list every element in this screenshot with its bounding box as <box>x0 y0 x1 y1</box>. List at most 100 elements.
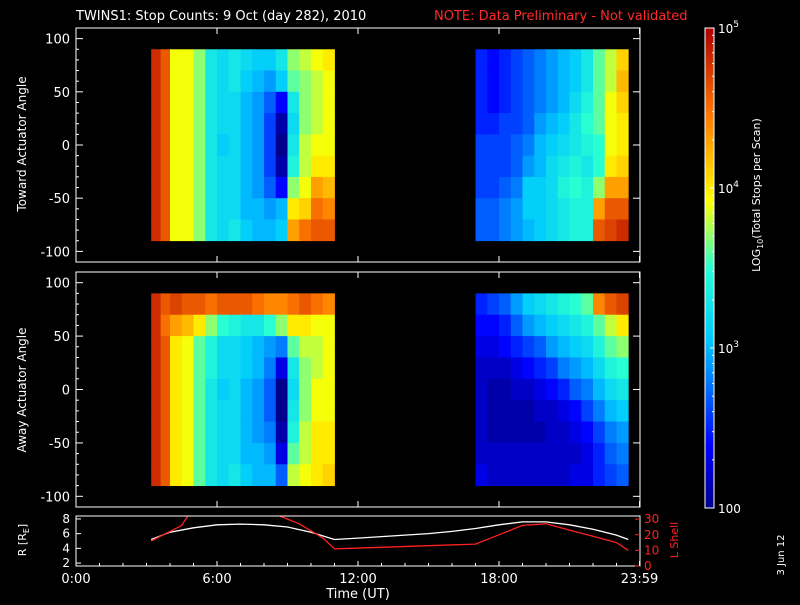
heatmap-cell <box>160 421 171 444</box>
radius-tick-label: 8 <box>62 512 70 526</box>
heatmap-cell <box>581 357 594 380</box>
heatmap-cell <box>322 219 335 242</box>
heatmap-cell <box>151 176 161 199</box>
heatmap-cell <box>593 113 606 135</box>
heatmap-cell <box>499 70 512 93</box>
heatmap-cell <box>217 134 230 157</box>
colorbar-tick-label: 104 <box>718 180 739 196</box>
heatmap-cell <box>534 198 547 220</box>
heatmap-cell <box>264 113 277 135</box>
colorbar-swatch <box>705 112 714 117</box>
heatmap-cell <box>193 421 206 444</box>
heatmap-cell <box>170 176 183 199</box>
toward-angle-panel: 100 50 0 -50 -100 <box>40 27 641 263</box>
heatmap-cell <box>287 357 300 380</box>
heatmap-cell <box>604 49 617 71</box>
colorbar-swatch <box>705 60 714 65</box>
heatmap-cell <box>546 219 559 242</box>
heatmap-cell <box>322 314 335 337</box>
heatmap-cell <box>240 293 253 316</box>
heatmap-cell <box>151 400 161 422</box>
colorbar-swatch <box>705 452 714 457</box>
colorbar-swatch <box>705 428 714 433</box>
heatmap-cell <box>275 134 288 157</box>
heatmap-cell <box>534 49 547 71</box>
heatmap-cell <box>311 464 324 487</box>
colorbar-swatch <box>705 308 714 313</box>
colorbar-swatch <box>705 32 714 37</box>
heatmap-cell <box>228 357 241 380</box>
heatmap-cell <box>581 155 594 178</box>
heatmap-cell <box>275 176 288 199</box>
colorbar-swatch <box>705 128 714 133</box>
heatmap-cell <box>499 421 512 444</box>
colorbar-swatch <box>705 284 714 289</box>
heatmap-cell <box>228 113 241 135</box>
heatmap-cell <box>487 464 500 487</box>
heatmap-cell <box>217 155 230 178</box>
colorbar-swatch <box>705 416 714 421</box>
heatmap-cell <box>205 49 218 71</box>
heatmap-cell <box>546 113 559 135</box>
heatmap-cell <box>569 49 582 71</box>
colorbar-swatch <box>705 484 714 489</box>
heatmap-cell <box>193 400 206 422</box>
heatmap-cell <box>170 378 183 401</box>
heatmap-cell <box>546 198 559 220</box>
colorbar-swatch <box>705 328 714 333</box>
heatmap-cell <box>217 198 230 220</box>
heatmap-cell <box>604 113 617 135</box>
heatmap-cell <box>193 378 206 401</box>
heatmap-cell <box>205 198 218 220</box>
colorbar-swatch <box>705 156 714 161</box>
heatmap-cell <box>522 400 535 422</box>
heatmap-cell <box>181 219 194 242</box>
heatmap-cell <box>534 293 547 316</box>
heatmap-cell <box>522 464 535 487</box>
heatmap-cell <box>287 442 300 465</box>
heatmap-cell <box>228 378 241 401</box>
colorbar-tick-base: 10 <box>718 342 733 356</box>
heatmap-cell <box>181 134 194 157</box>
colorbar-swatch <box>705 420 714 425</box>
heatmap-cell <box>322 400 335 422</box>
colorbar-swatch <box>705 360 714 365</box>
heatmap-cell <box>604 400 617 422</box>
heatmap-cell <box>475 378 488 401</box>
heatmap-cell <box>228 49 241 71</box>
heatmap-cell <box>534 442 547 465</box>
heatmap-cell <box>604 357 617 380</box>
heatmap-cell <box>569 464 582 487</box>
heatmap-cell <box>170 91 183 114</box>
heatmap-cell <box>240 357 253 380</box>
heatmap-cell <box>593 442 606 465</box>
y-tick-label: 0 <box>62 384 70 399</box>
heatmap-cell <box>205 293 218 316</box>
heatmap-cell <box>160 70 171 93</box>
lshell-tick-label: 10 <box>644 543 659 557</box>
colorbar-swatch <box>705 424 714 429</box>
heatmap-cell <box>499 464 512 487</box>
heatmap-cell <box>193 155 206 178</box>
heatmap-cell <box>264 314 277 337</box>
heatmap-cell <box>287 176 300 199</box>
heatmap-cell <box>522 314 535 337</box>
heatmap-cell <box>228 176 241 199</box>
heatmap-cell <box>264 464 277 487</box>
heatmap-cell <box>546 91 559 114</box>
heatmap-cell <box>510 464 523 487</box>
heatmap-cell <box>546 49 559 71</box>
colorbar-swatch <box>705 40 714 45</box>
heatmap-cell <box>475 464 488 487</box>
heatmap-cell <box>487 336 500 358</box>
heatmap-cell <box>604 91 617 114</box>
heatmap-cell <box>557 49 570 71</box>
heatmap-cell <box>160 378 171 401</box>
time-tick-label: 23:59 <box>621 572 658 587</box>
heatmap-cell <box>546 314 559 337</box>
heatmap-cell <box>193 113 206 135</box>
colorbar-swatch <box>705 220 714 225</box>
heatmap-cell <box>193 314 206 337</box>
colorbar-tick-exponent: 5 <box>733 20 739 30</box>
